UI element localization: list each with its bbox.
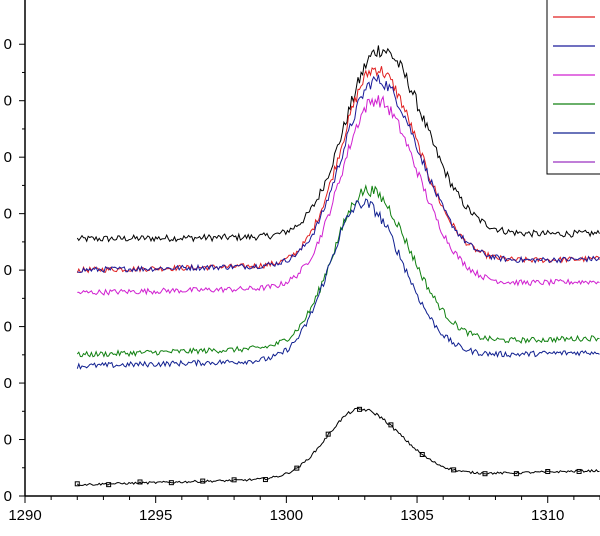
series-line-6 — [76, 198, 600, 370]
series-marker — [545, 469, 551, 475]
series-line-3 — [77, 74, 600, 274]
y-tick-label: 0 — [4, 319, 12, 336]
y-tick-label: 0 — [4, 262, 12, 279]
series-marker — [294, 465, 300, 471]
series-marker — [419, 451, 425, 457]
series-marker — [168, 480, 174, 486]
series-marker — [451, 467, 457, 473]
series-marker — [200, 478, 206, 484]
y-tick-label: 0 — [4, 375, 12, 392]
series-marker — [262, 477, 268, 483]
series-marker — [388, 422, 394, 428]
axes: 1290 1295 1300 1305 1310 0 0 0 0 0 0 0 0 0 — [4, 0, 600, 524]
legend-box — [546, 0, 600, 175]
y-tick-label: 0 — [4, 488, 12, 505]
series-marker — [74, 481, 80, 487]
series-marker — [482, 471, 488, 477]
y-tick-label: 0 — [4, 93, 12, 110]
series-line-5 — [76, 183, 600, 358]
x-tick-label: 1290 — [8, 507, 41, 524]
series-marker — [106, 482, 112, 488]
y-tick-label: 0 — [4, 36, 12, 53]
x-tick-label: 1295 — [139, 507, 172, 524]
x-tick-label: 1310 — [531, 507, 564, 524]
legend — [546, 0, 600, 175]
y-tick-label: 0 — [4, 432, 12, 449]
series-layer — [74, 45, 600, 488]
series-line-7 — [76, 407, 600, 487]
series-marker — [325, 431, 331, 437]
y-tick-label: 0 — [4, 206, 12, 223]
series-line-1 — [76, 45, 600, 243]
series-marker — [231, 477, 237, 483]
series-marker — [137, 479, 143, 485]
series-marker — [357, 406, 363, 412]
x-tick-label: 1300 — [270, 507, 303, 524]
series-marker — [576, 468, 582, 474]
y-tick-label: 0 — [4, 149, 12, 166]
series-line-4 — [77, 95, 600, 296]
x-tick-label: 1305 — [400, 507, 433, 524]
series-marker — [513, 471, 519, 477]
